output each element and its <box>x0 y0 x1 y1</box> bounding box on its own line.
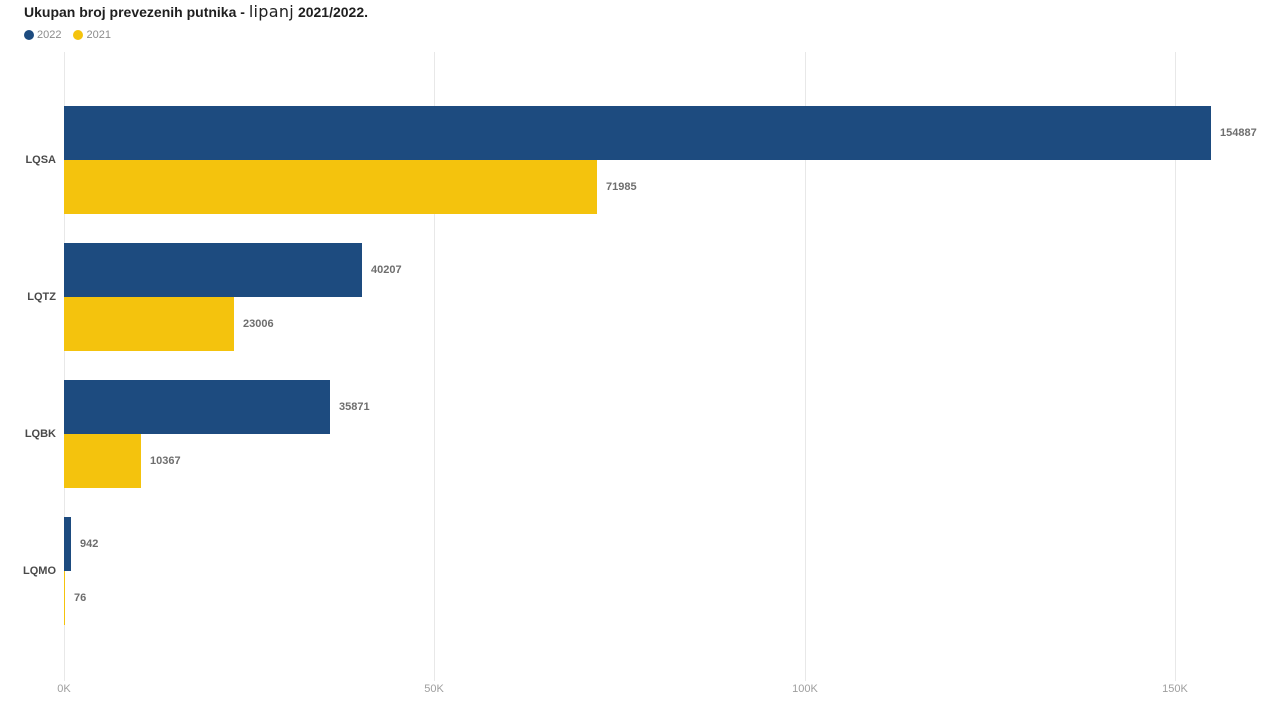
x-tick-label: 150K <box>1162 683 1188 695</box>
gridline-100K <box>805 52 806 681</box>
value-label-2022: 942 <box>80 538 99 550</box>
category-label: LQMO <box>23 565 56 577</box>
legend-item-2021[interactable]: 2021 <box>73 29 111 41</box>
legend-label-2021: 2021 <box>86 29 111 41</box>
value-label-2021: 76 <box>74 592 87 604</box>
gridline-0K <box>64 52 65 681</box>
value-label-2021: 71985 <box>606 181 637 193</box>
gridline-50K <box>434 52 435 681</box>
value-label-2021: 10367 <box>150 455 181 467</box>
x-tick-label: 0K <box>57 683 71 695</box>
bar-2021[interactable] <box>64 571 65 625</box>
gridline-150K <box>1175 52 1176 681</box>
chart-title-suffix: 2021/2022. <box>294 4 369 20</box>
chart-title-prefix: Ukupan broj prevezenih putnika - <box>24 4 249 20</box>
legend-label-2022: 2022 <box>37 29 62 41</box>
legend-item-2022[interactable]: 2022 <box>24 29 61 41</box>
bar-2021[interactable] <box>64 434 141 488</box>
legend-swatch-2021-icon <box>73 30 84 40</box>
bar-2022[interactable] <box>64 380 330 434</box>
bar-2021[interactable] <box>64 160 597 214</box>
bar-2022[interactable] <box>64 106 1211 160</box>
x-tick-label: 50K <box>424 683 444 695</box>
bar-2022[interactable] <box>64 517 71 571</box>
value-label-2021: 23006 <box>243 318 274 330</box>
category-label: LQTZ <box>27 291 56 303</box>
x-tick-label: 100K <box>792 683 818 695</box>
category-label: LQBK <box>24 428 56 440</box>
bar-2022[interactable] <box>64 243 362 297</box>
value-label-2022: 40207 <box>371 264 402 276</box>
chart-title: Ukupan broj prevezenih putnika - lipanj … <box>24 2 368 21</box>
category-label: LQSA <box>25 154 56 166</box>
bar-2021[interactable] <box>64 297 234 351</box>
value-label-2022: 154887 <box>1220 127 1257 139</box>
value-label-2022: 35871 <box>339 401 370 413</box>
legend: 2022 2021 <box>24 29 111 41</box>
chart-title-month: lipanj <box>248 2 295 21</box>
legend-swatch-2022-icon <box>24 30 34 40</box>
